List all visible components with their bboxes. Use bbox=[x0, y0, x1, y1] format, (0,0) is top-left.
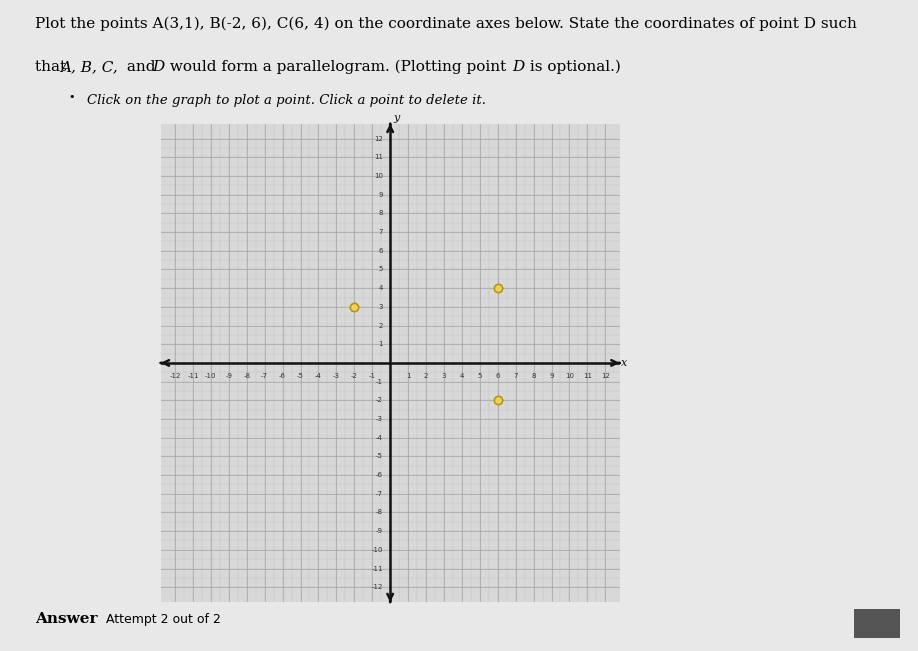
Text: -10: -10 bbox=[205, 373, 217, 380]
Text: x: x bbox=[621, 358, 628, 368]
Text: -9: -9 bbox=[376, 528, 383, 534]
Text: D: D bbox=[152, 60, 164, 74]
Text: 1: 1 bbox=[406, 373, 410, 380]
Text: -12: -12 bbox=[169, 373, 181, 380]
Text: 4: 4 bbox=[460, 373, 465, 380]
Text: -6: -6 bbox=[279, 373, 286, 380]
Text: -4: -4 bbox=[315, 373, 322, 380]
Text: 5: 5 bbox=[477, 373, 482, 380]
Text: 4: 4 bbox=[378, 285, 383, 291]
Text: and: and bbox=[122, 60, 161, 74]
Text: 12: 12 bbox=[375, 135, 383, 142]
Text: -8: -8 bbox=[376, 510, 383, 516]
Text: 5: 5 bbox=[378, 266, 383, 273]
Text: is optional.): is optional.) bbox=[525, 60, 621, 74]
Text: 12: 12 bbox=[601, 373, 610, 380]
Text: 8: 8 bbox=[532, 373, 536, 380]
Text: 11: 11 bbox=[583, 373, 592, 380]
Text: -3: -3 bbox=[376, 416, 383, 422]
Text: 8: 8 bbox=[378, 210, 383, 216]
Text: A, B, C,: A, B, C, bbox=[61, 60, 118, 74]
Text: -12: -12 bbox=[372, 584, 383, 590]
Text: -9: -9 bbox=[225, 373, 232, 380]
Text: 2: 2 bbox=[424, 373, 428, 380]
Text: -1: -1 bbox=[376, 379, 383, 385]
Text: 3: 3 bbox=[442, 373, 446, 380]
Text: would form a parallelogram. (Plotting point: would form a parallelogram. (Plotting po… bbox=[165, 60, 511, 74]
Text: -4: -4 bbox=[376, 435, 383, 441]
Text: 3: 3 bbox=[378, 304, 383, 310]
Text: -1: -1 bbox=[369, 373, 375, 380]
Text: 11: 11 bbox=[374, 154, 383, 160]
Text: -2: -2 bbox=[376, 397, 383, 404]
Text: y: y bbox=[393, 113, 399, 123]
Text: D: D bbox=[512, 60, 524, 74]
Text: -8: -8 bbox=[243, 373, 251, 380]
Text: Answer: Answer bbox=[35, 612, 97, 626]
Text: -11: -11 bbox=[187, 373, 198, 380]
Text: -7: -7 bbox=[261, 373, 268, 380]
Text: 9: 9 bbox=[549, 373, 554, 380]
Text: 9: 9 bbox=[378, 191, 383, 198]
Text: 2: 2 bbox=[378, 322, 383, 329]
Text: 1: 1 bbox=[378, 341, 383, 347]
Text: that: that bbox=[35, 60, 71, 74]
Text: -2: -2 bbox=[351, 373, 358, 380]
Text: -7: -7 bbox=[376, 491, 383, 497]
Text: -10: -10 bbox=[372, 547, 383, 553]
Text: 10: 10 bbox=[565, 373, 574, 380]
Text: -6: -6 bbox=[376, 472, 383, 478]
Text: 7: 7 bbox=[513, 373, 518, 380]
Text: Plot the points A(3,1), B(-2, 6), C(6, 4) on the coordinate axes below. State th: Plot the points A(3,1), B(-2, 6), C(6, 4… bbox=[35, 16, 856, 31]
Text: Attempt 2 out of 2: Attempt 2 out of 2 bbox=[106, 613, 220, 626]
Text: -5: -5 bbox=[376, 453, 383, 460]
Text: -3: -3 bbox=[333, 373, 340, 380]
Text: -5: -5 bbox=[297, 373, 304, 380]
Text: 6: 6 bbox=[496, 373, 500, 380]
Text: •: • bbox=[69, 92, 75, 102]
Text: -11: -11 bbox=[372, 566, 383, 572]
Text: 10: 10 bbox=[374, 173, 383, 179]
Text: 6: 6 bbox=[378, 248, 383, 254]
Text: Click on the graph to plot a point. Click a point to delete it.: Click on the graph to plot a point. Clic… bbox=[87, 94, 487, 107]
Text: 7: 7 bbox=[378, 229, 383, 235]
